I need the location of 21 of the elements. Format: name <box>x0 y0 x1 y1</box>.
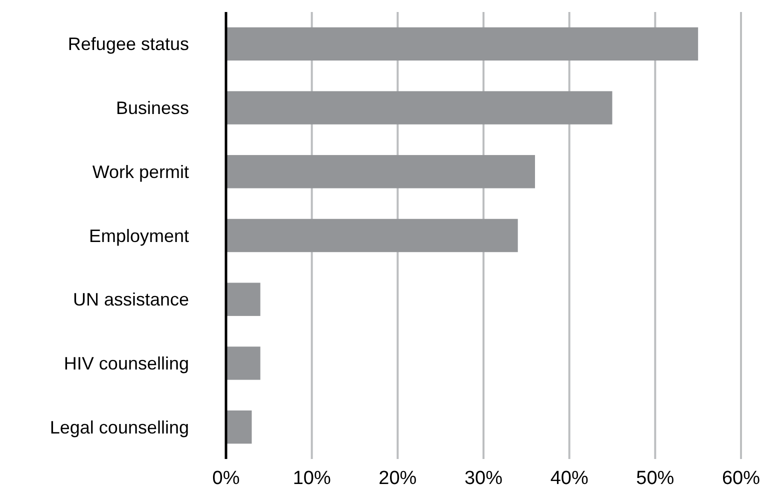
x-tick-label: 10% <box>292 468 331 489</box>
bar <box>226 282 260 316</box>
x-tick-label: 50% <box>636 468 674 489</box>
y-tick-label: Refugee status <box>68 34 189 54</box>
bar <box>226 346 260 380</box>
bar <box>226 155 535 188</box>
y-tick-label: Employment <box>88 226 189 246</box>
x-tick-label: 0% <box>212 468 240 489</box>
y-tick-label: UN assistance <box>72 290 189 310</box>
y-tick-label: Work permit <box>92 162 189 182</box>
bar <box>226 218 518 252</box>
y-tick-label: Business <box>116 98 189 118</box>
x-tick-label: 20% <box>378 468 417 489</box>
x-tick-label: 30% <box>464 468 503 489</box>
bar <box>226 27 698 61</box>
bar <box>226 91 612 124</box>
y-tick-label: Legal counselling <box>50 417 189 438</box>
x-tick-label: 60% <box>722 468 760 489</box>
y-tick-label: HIV counselling <box>64 354 189 374</box>
bar <box>226 410 252 444</box>
x-tick-label: 40% <box>550 468 588 489</box>
